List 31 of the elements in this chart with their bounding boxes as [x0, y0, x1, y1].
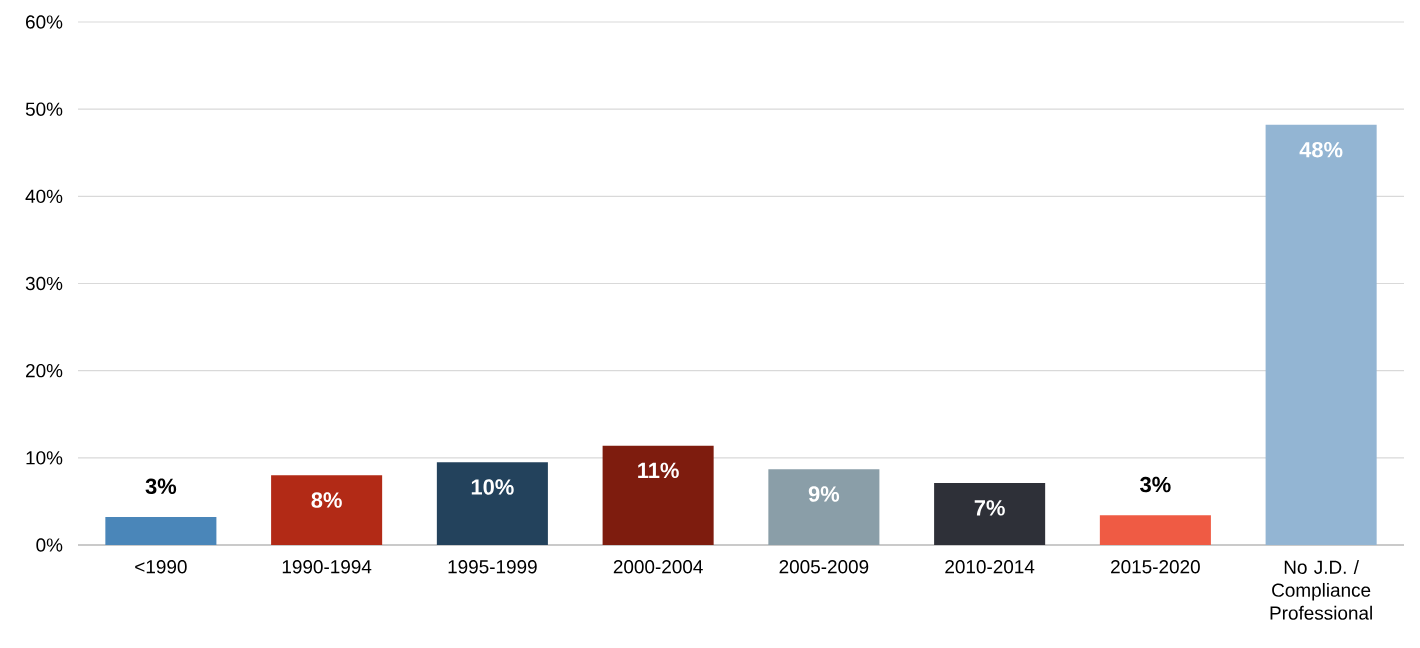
data-label: 8% — [311, 492, 342, 508]
data-label: 10% — [471, 479, 514, 495]
bar — [436, 462, 548, 545]
y-tick-label: 20% — [26, 363, 63, 378]
data-label: 11% — [638, 462, 679, 479]
x-tick-label: 2000-2004 — [613, 560, 703, 574]
x-tick-label: <1990 — [135, 560, 187, 574]
y-tick-label: 40% — [25, 189, 63, 204]
x-tick-label: No J.D. / Compliance Professional — [1270, 560, 1372, 620]
bar — [1265, 124, 1377, 545]
bar — [105, 517, 217, 545]
x-tick-label: 2010-2014 — [945, 560, 1035, 574]
data-label: 7% — [974, 500, 1005, 516]
bar — [768, 469, 880, 545]
x-tick-label: 2005-2009 — [779, 560, 869, 574]
x-tick-label: 1995-1999 — [448, 560, 537, 574]
x-tick-label: 1990-1994 — [282, 560, 372, 574]
data-label: 48% — [1299, 141, 1343, 158]
data-label: 3% — [1140, 476, 1171, 493]
bar — [1099, 515, 1211, 545]
x-tick-label: 2015-2020 — [1111, 560, 1200, 574]
y-tick-label: 30% — [25, 276, 63, 291]
bar — [602, 445, 714, 545]
y-tick-label: 50% — [25, 102, 63, 116]
bar — [934, 483, 1046, 545]
y-tick-label: 0% — [36, 538, 63, 552]
y-tick-label: 60% — [26, 15, 63, 29]
data-label: 9% — [808, 486, 840, 502]
data-label: 3% — [145, 478, 177, 495]
bar — [271, 475, 383, 545]
y-tick-label: 10% — [26, 451, 63, 465]
